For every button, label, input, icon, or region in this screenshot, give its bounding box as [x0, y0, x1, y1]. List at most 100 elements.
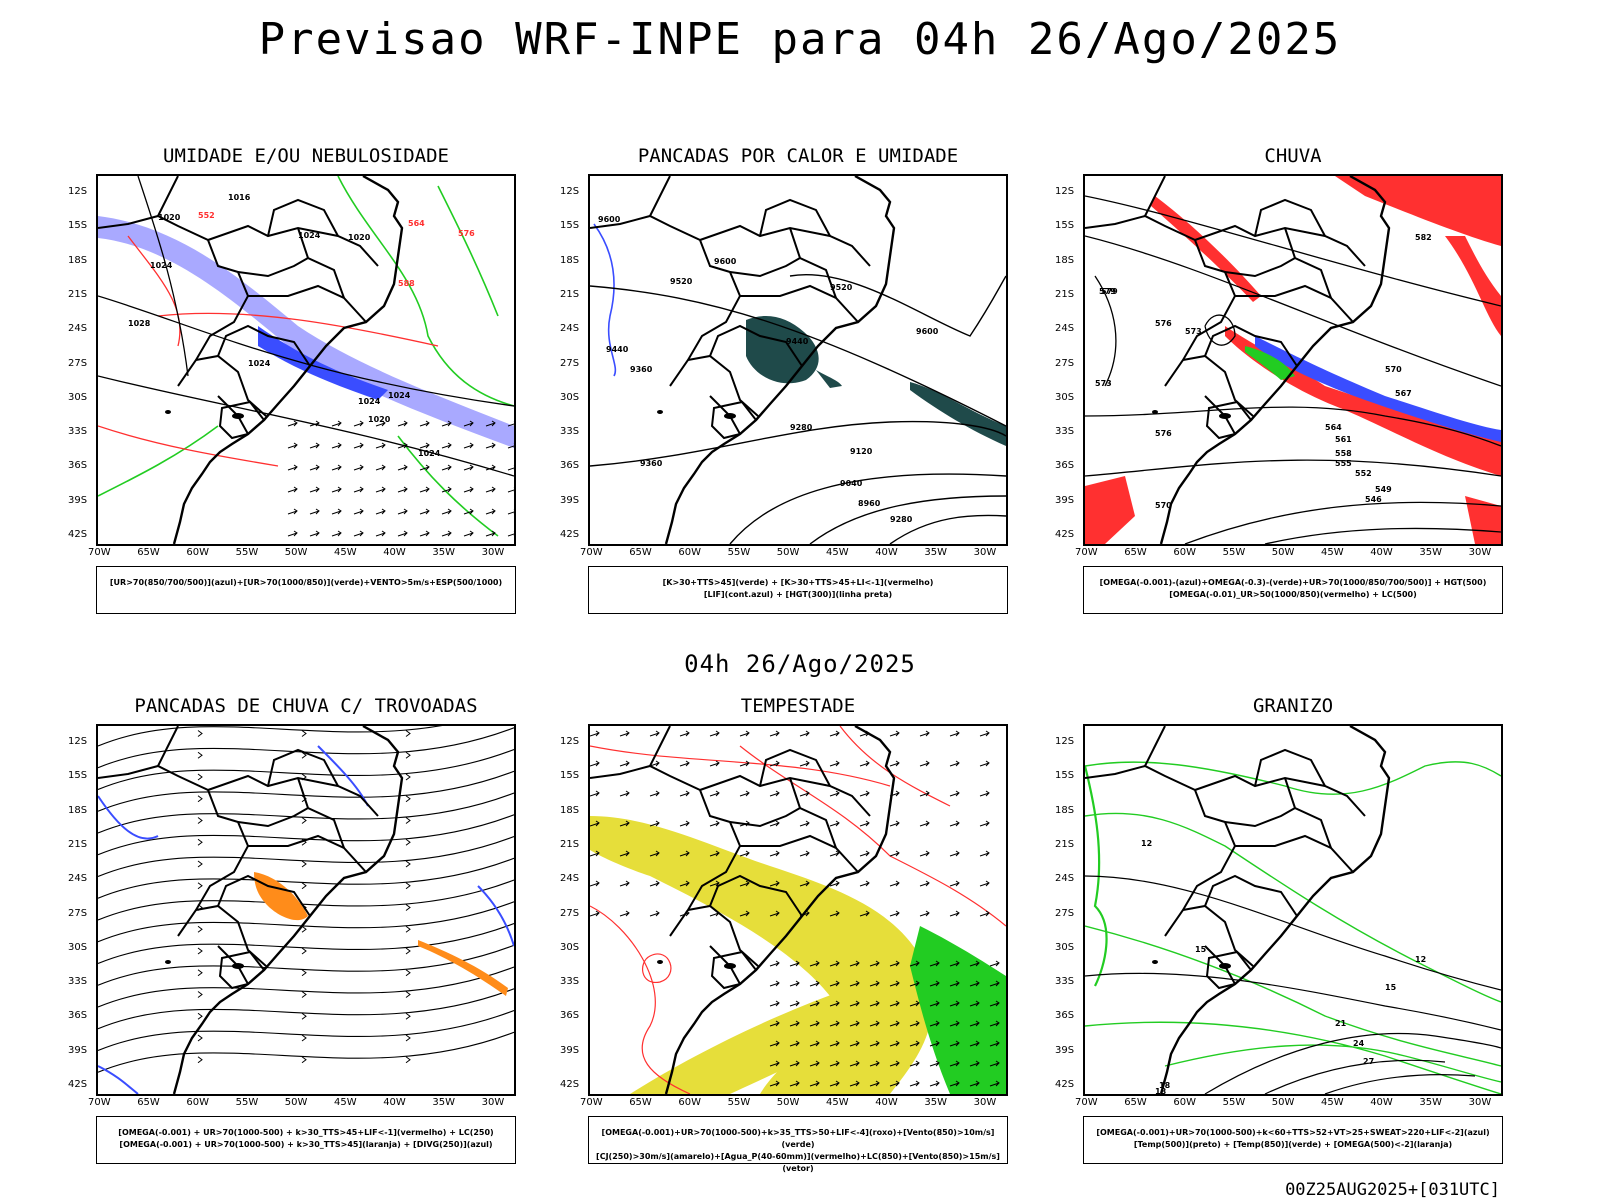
lat-tick-label: 24S — [1055, 323, 1075, 335]
convection-area — [910, 382, 1006, 446]
lon-tick-label: 50W — [1271, 547, 1295, 558]
contour-label: 1024 — [388, 391, 411, 400]
lon-tick-label: 70W — [580, 1097, 603, 1108]
contour-label: 15 — [1385, 983, 1397, 992]
thunderstorm-area — [418, 940, 508, 996]
lake-mark — [165, 410, 171, 414]
map-area: 12 15 12 15 18 21 24 27 18 — [1083, 724, 1503, 1096]
lat-tick-label: 42S — [560, 1079, 580, 1090]
lon-tick-label: 45W — [1321, 547, 1344, 558]
contour-label: 576 — [458, 229, 475, 238]
legend-box: [OMEGA(-0.001)+UR>70(1000-500)+k>35_TTS>… — [588, 1116, 1008, 1173]
contour-label: 9440 — [606, 345, 629, 354]
map-area: 1016 1020 1024 1020 1024 1028 1024 1024 1024 1020… — [96, 174, 516, 546]
lat-tick-label: 36S — [68, 460, 88, 472]
contour-label: 9600 — [714, 257, 737, 266]
lat-tick-label: 15S — [1055, 770, 1075, 782]
lon-tick-label: 35W — [924, 547, 948, 558]
humidity-green-contour — [337, 176, 514, 407]
lake-mark — [1152, 960, 1158, 964]
lat-tick-label: 15S — [1055, 220, 1075, 232]
lon-tick-label: 70W — [1075, 547, 1098, 558]
lat-tick-label: 42S — [1055, 1079, 1075, 1090]
lat-tick-label: 30S — [1055, 941, 1075, 953]
geopotential-contour — [590, 274, 1006, 544]
lon-tick-label: 30W — [481, 1097, 505, 1108]
contour-label: 579 — [1101, 287, 1118, 296]
lon-tick-label: 65W — [629, 547, 652, 558]
contour-label: 1024 — [298, 231, 321, 240]
lat-tick-label: 12S — [68, 186, 88, 197]
lake-mark — [232, 413, 244, 419]
legend-box: [OMEGA(-0.001)+UR>70(1000-500)+k<60+TTS>… — [1083, 1116, 1503, 1164]
contour-label: 582 — [1415, 233, 1432, 242]
lat-tick-label: 27S — [68, 907, 88, 919]
rain-area — [1465, 496, 1501, 544]
lake-mark — [1219, 963, 1231, 969]
rain-area — [1085, 476, 1135, 544]
main-title: Previsao WRF-INPE para 04h 26/Ago/2025 — [258, 14, 1342, 65]
lon-tick-label: 60W — [678, 547, 702, 558]
lake-mark — [232, 963, 244, 969]
lat-tick-label: 30S — [68, 391, 88, 403]
contour-label: 1028 — [128, 319, 151, 328]
lat-tick-label: 39S — [560, 494, 580, 506]
rain-area — [1151, 196, 1261, 302]
lat-tick-label: 42S — [1055, 529, 1075, 540]
lat-tick-label: 39S — [68, 494, 88, 506]
contour-label: 567 — [1395, 389, 1412, 398]
legend-line: [OMEGA(-0.001)+UR>70(1000-500)+k<60+TTS>… — [1096, 1128, 1490, 1137]
lat-tick-label: 12S — [1055, 736, 1075, 747]
lon-tick-label: 40W — [383, 547, 406, 558]
legend-line: [OMEGA(-0.001)-(azul)+OMEGA(-0.3)-(verde… — [1099, 578, 1487, 587]
lat-tick-label: 21S — [1055, 838, 1075, 850]
contour-label: 579 — [1099, 287, 1116, 296]
lat-tick-label: 21S — [68, 288, 88, 300]
contour-label: 18 — [1159, 1081, 1171, 1090]
lon-tick-label: 35W — [924, 1097, 948, 1108]
contour-label: 1024 — [358, 397, 381, 406]
contour-label: 570 — [1385, 365, 1402, 374]
lat-tick-label: 39S — [1055, 494, 1075, 506]
lat-tick-label: 33S — [1055, 426, 1075, 438]
lon-tick-label: 55W — [727, 547, 751, 558]
contour-label: 15 — [1195, 945, 1207, 954]
contour-label: 9520 — [670, 277, 693, 286]
contour-label: 564 — [408, 219, 425, 228]
contour-label: 9600 — [916, 327, 939, 336]
lon-tick-label: 35W — [1419, 1097, 1443, 1108]
lon-tick-label: 40W — [383, 1097, 406, 1108]
contour-label: 1024 — [248, 359, 271, 368]
lon-tick-label: 30W — [1468, 547, 1492, 558]
contour-label: 9280 — [790, 423, 813, 432]
lat-tick-label: 15S — [68, 770, 88, 782]
lon-tick-label: 55W — [1222, 547, 1246, 558]
lon-tick-label: 70W — [1075, 1097, 1098, 1108]
lat-tick-label: 24S — [68, 873, 88, 885]
legend-line: [CJ(250)>30m/s](amarelo)+[Agua_P(40-60mm… — [596, 1152, 1000, 1173]
lon-tick-label: 45W — [826, 1097, 849, 1108]
contour-label: 558 — [1335, 449, 1352, 458]
lat-tick-label: 18S — [1055, 254, 1075, 266]
lat-tick-label: 12S — [560, 186, 580, 197]
contour-label: 21 — [1335, 1019, 1347, 1028]
lat-tick-label: 21S — [68, 838, 88, 850]
strong-omega-area — [1245, 346, 1295, 380]
geopotential-contour — [1085, 195, 1501, 544]
lon-tick-label: 40W — [875, 1097, 898, 1108]
legend-line: [OMEGA(-0.001) + UR>70(1000-500) + k>30_… — [118, 1128, 494, 1137]
rain-area — [1225, 326, 1501, 476]
contour-label: 564 — [1325, 423, 1342, 432]
contour-label: 9120 — [850, 447, 873, 456]
lake-mark — [1219, 413, 1231, 419]
lake-mark — [657, 960, 663, 964]
lon-tick-label: 60W — [186, 547, 210, 558]
map-area: 9600 9520 9600 9520 9440 9600 9440 9360 9360 9280… — [588, 174, 1008, 546]
lat-tick-label: 39S — [68, 1044, 88, 1056]
panel-title: TEMPESTADE — [740, 695, 856, 717]
contour-label: 9360 — [630, 365, 653, 374]
lat-tick-label: 36S — [1055, 1010, 1075, 1022]
lon-tick-label: 60W — [1173, 1097, 1197, 1108]
temp-850-contour — [1085, 925, 1501, 1094]
contour-label: 552 — [1355, 469, 1372, 478]
